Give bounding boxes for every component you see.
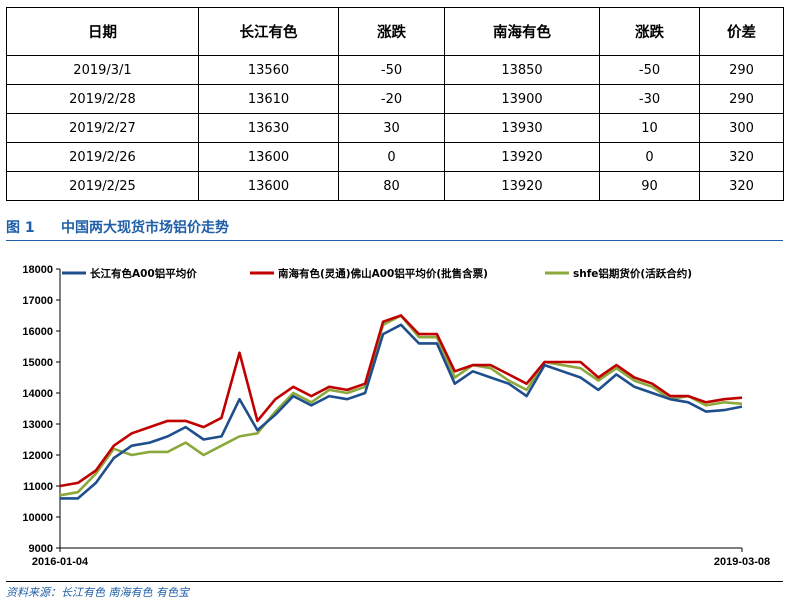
header-nanhai: 南海有色 (444, 7, 600, 56)
table-row: 2019/2/28 13610 -20 13900 -30 290 (6, 84, 784, 114)
cell-nanhai: 13920 (444, 142, 600, 172)
y-tick-label: 12000 (22, 450, 53, 462)
price-table: 日期 长江有色 涨跌 南海有色 涨跌 价差 2019/3/1 13560 -50… (6, 7, 784, 201)
y-tick-label: 9000 (29, 543, 53, 555)
cell-change-nanhai: 90 (599, 171, 700, 201)
cell-change-changjiang: 30 (338, 113, 445, 143)
header-date: 日期 (6, 7, 199, 56)
x-tick-label: 2019-03-08 (714, 556, 770, 568)
y-tick-label: 17000 (22, 295, 53, 307)
cell-changjiang: 13630 (198, 113, 339, 143)
price-line-chart: 9000 10000 11000 12000 13000 14000 15000 16000 1… (22, 264, 770, 568)
cell-changjiang: 13600 (198, 171, 339, 201)
figure-title: 中国两大现货市场铝价走势 (61, 220, 229, 236)
cell-spread: 290 (699, 84, 784, 114)
y-tick-label: 13000 (22, 419, 53, 431)
header-change-changjiang: 涨跌 (338, 7, 445, 56)
table-row: 2019/2/27 13630 30 13930 10 300 (6, 113, 784, 143)
cell-change-nanhai: 10 (599, 113, 700, 143)
cell-changjiang: 13600 (198, 142, 339, 172)
cell-spread: 320 (699, 171, 784, 201)
y-tick-label: 18000 (22, 264, 53, 276)
header-spread: 价差 (699, 7, 784, 56)
series-line-2 (59, 314, 743, 497)
legend-label: 南海有色(灵通)佛山A00铝平均价(批售含票) (278, 267, 488, 280)
cell-change-changjiang: 80 (338, 171, 445, 201)
cell-nanhai: 13850 (444, 55, 600, 85)
cell-date: 2019/2/28 (6, 84, 199, 114)
cell-change-nanhai: 0 (599, 142, 700, 172)
y-tick-label: 16000 (22, 326, 53, 338)
cell-change-nanhai: -50 (599, 55, 700, 85)
y-tick-label: 11000 (23, 481, 53, 493)
table-row: 2019/3/1 13560 -50 13850 -50 290 (6, 55, 784, 85)
cell-spread: 290 (699, 55, 784, 85)
cell-date: 2019/2/25 (6, 171, 199, 201)
x-tick-label: 2016-01-04 (32, 556, 89, 568)
figure-caption: 图 1 中国两大现货市场铝价走势 (6, 217, 229, 237)
cell-spread: 320 (699, 142, 784, 172)
header-change-nanhai: 涨跌 (599, 7, 700, 56)
caption-rule (6, 240, 783, 241)
y-tick-label: 10000 (22, 512, 53, 524)
cell-nanhai: 13900 (444, 84, 600, 114)
legend-label: shfe铝期货价(活跃合约) (573, 267, 692, 280)
header-changjiang: 长江有色 (198, 7, 339, 56)
cell-change-changjiang: -50 (338, 55, 445, 85)
cell-date: 2019/2/26 (6, 142, 199, 172)
y-tick-label: 15000 (22, 357, 53, 369)
cell-change-changjiang: 0 (338, 142, 445, 172)
cell-spread: 300 (699, 113, 784, 143)
cell-change-changjiang: -20 (338, 84, 445, 114)
cell-date: 2019/3/1 (6, 55, 199, 85)
table-row: 2019/2/26 13600 0 13920 0 320 (6, 142, 784, 172)
cell-change-nanhai: -30 (599, 84, 700, 114)
legend-label: 长江有色A00铝平均价 (90, 267, 197, 280)
source-rule (6, 581, 783, 582)
cell-changjiang: 13560 (198, 55, 339, 85)
source-note: 资料来源：长江有色 南海有色 有色宝 (6, 586, 189, 599)
series-line-0 (60, 323, 743, 500)
cell-nanhai: 13930 (444, 113, 600, 143)
figure-number: 图 1 (6, 220, 35, 236)
cell-changjiang: 13610 (198, 84, 339, 114)
cell-date: 2019/2/27 (6, 113, 199, 143)
cell-nanhai: 13920 (444, 171, 600, 201)
table-row: 2019/2/25 13600 80 13920 90 320 (6, 171, 784, 201)
table-header-row: 日期 长江有色 涨跌 南海有色 涨跌 价差 (6, 7, 784, 56)
y-tick-label: 14000 (22, 388, 53, 400)
series-line-1 (59, 314, 743, 488)
